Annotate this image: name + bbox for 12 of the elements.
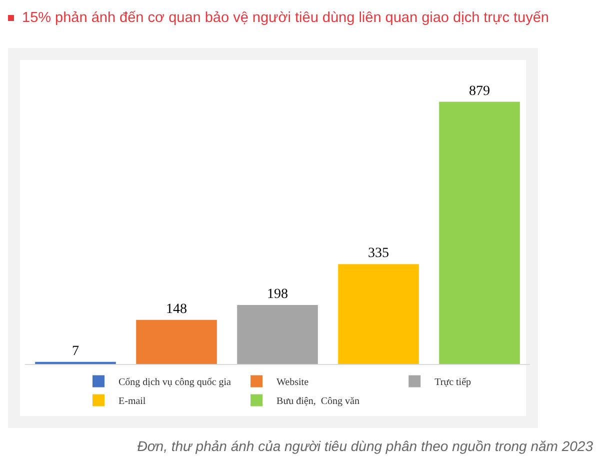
legend-label: Website [276,377,310,388]
data-label: 335 [368,246,389,262]
text: Đơn, thư phản ánh của người tiêu dùng phân theo nguồn trong năm 2023 [137,438,593,454]
legend-label: Cổng dịch vụ công quốc gia [118,377,232,388]
data-label: 198 [267,286,288,302]
legend-label: E-mail [118,396,146,408]
data-label: 7 [72,344,79,359]
legend-label: Bưu điện, Công văn [276,396,360,408]
data-label: 879 [469,84,490,99]
legend-label: Trực tiếp [434,377,472,388]
chart-title: 15% phản ánh đến cơ quan bảo vệ người tiêu dùng liên quan giao dịch trực tuyến [22,10,549,26]
data-label: 148 [166,302,187,317]
